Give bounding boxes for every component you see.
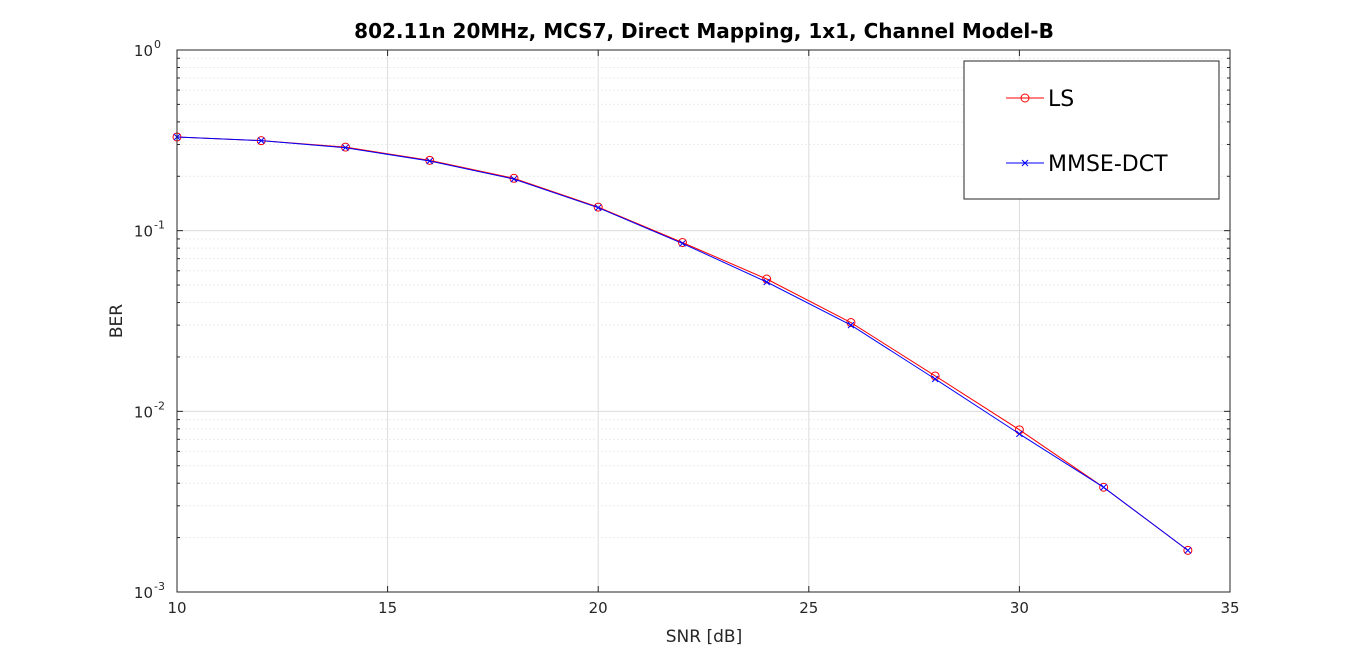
data-point xyxy=(510,175,518,183)
x-tick-label: 30 xyxy=(1010,599,1029,617)
y-tick-label: 10 -3 xyxy=(134,580,165,602)
plot-frame xyxy=(176,49,1231,593)
legend-box xyxy=(963,60,1220,200)
y-tick-exponent: -1 xyxy=(154,219,165,232)
data-point xyxy=(677,238,687,248)
y-tick-exponent: -2 xyxy=(154,399,165,412)
series-layer xyxy=(172,132,1193,555)
marker-stroke xyxy=(1100,483,1107,491)
y-tick-label: 10 0 xyxy=(134,38,161,60)
marker-stroke xyxy=(931,375,939,383)
marker-stroke xyxy=(679,240,686,247)
data-point xyxy=(1183,545,1193,555)
y-axis-label: BER xyxy=(107,304,127,338)
marker-stroke xyxy=(763,278,771,286)
legend-label: MMSE-DCT xyxy=(1048,152,1168,177)
legend-label: LS xyxy=(1048,87,1074,112)
data-point xyxy=(1016,430,1023,438)
x-tick-label: 35 xyxy=(1220,599,1239,617)
y-tick-base: 10 xyxy=(134,584,153,602)
marker-stroke xyxy=(847,321,855,329)
y-tick-base: 10 xyxy=(134,403,153,421)
x-tick-label: 15 xyxy=(378,599,397,617)
data-point xyxy=(931,375,939,383)
marker-stroke xyxy=(594,204,602,212)
marker-stroke xyxy=(257,137,265,144)
x-tick-label: 10 xyxy=(167,599,186,617)
y-tick-label: 10 -2 xyxy=(134,399,165,421)
data-point xyxy=(1184,547,1192,554)
x-tick-label: 20 xyxy=(589,599,608,617)
y-tick-label: 10 -1 xyxy=(134,219,165,241)
marker-stroke xyxy=(1184,547,1192,554)
chart-title: 802.11n 20MHz, MCS7, Direct Mapping, 1x1… xyxy=(354,19,1054,43)
y-tick-base: 10 xyxy=(134,223,153,241)
legend-marker xyxy=(1020,93,1030,103)
legend-entry-0: LS xyxy=(1006,87,1074,112)
marker-stroke xyxy=(426,157,434,165)
data-point xyxy=(257,137,265,144)
legend: LS MMSE-DCT xyxy=(963,60,1220,200)
marker-stroke xyxy=(510,175,518,183)
y-tick-base: 10 xyxy=(134,42,153,60)
data-point xyxy=(1099,482,1109,492)
data-point xyxy=(342,144,349,152)
data-point xyxy=(847,321,855,329)
legend-marker xyxy=(1021,159,1029,167)
data-point xyxy=(762,274,772,284)
x-axis-label: SNR [dB] xyxy=(666,627,742,647)
data-point xyxy=(593,202,603,212)
marker-stroke xyxy=(1016,430,1023,438)
marker-stroke xyxy=(1021,159,1029,167)
legend-entry-1: MMSE-DCT xyxy=(1006,152,1168,177)
y-tick-exponent: -3 xyxy=(154,580,165,593)
data-point xyxy=(1100,483,1107,491)
data-point xyxy=(763,278,771,286)
marker-stroke xyxy=(342,144,349,152)
y-tick-exponent: 0 xyxy=(154,38,161,51)
x-tick-label: 25 xyxy=(799,599,818,617)
data-point xyxy=(594,204,602,212)
data-point xyxy=(679,240,686,247)
data-point xyxy=(426,157,434,165)
